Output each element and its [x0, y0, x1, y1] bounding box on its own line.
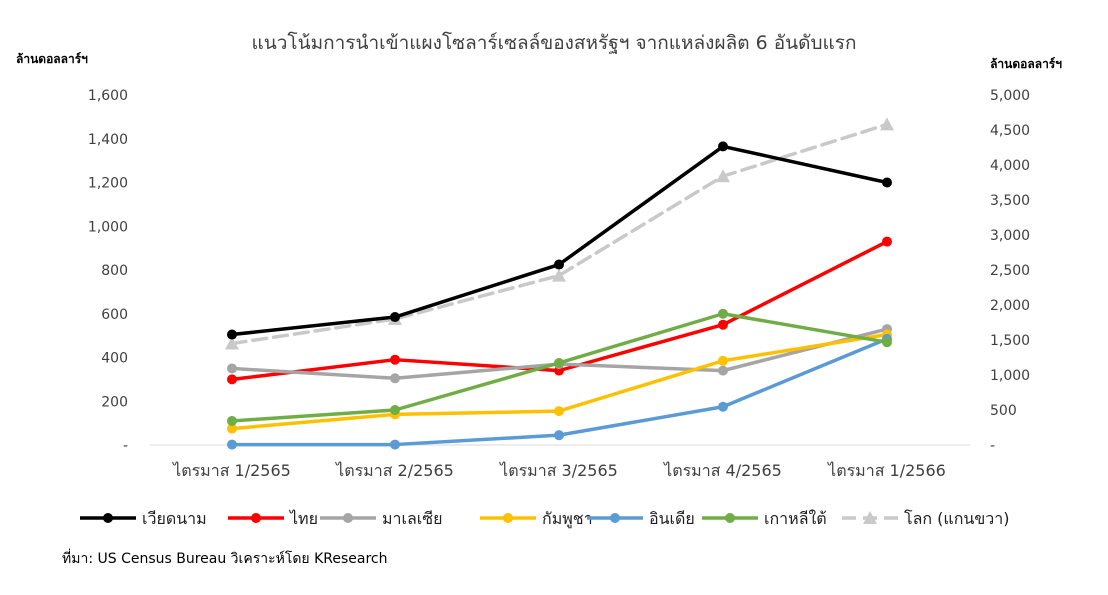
legend-marker	[725, 513, 735, 523]
data-point	[227, 329, 237, 340]
data-point	[225, 336, 239, 350]
data-point	[554, 406, 564, 417]
series-line	[230, 144, 889, 337]
legend-item: กัมพูชา	[480, 509, 593, 529]
legend-label: ไทย	[288, 509, 318, 528]
data-point	[882, 177, 892, 188]
data-point	[882, 236, 892, 247]
left-y-tick-label: 1,000	[88, 219, 128, 235]
left-y-tick-label: 800	[101, 263, 128, 279]
legend-label: มาเลเซีย	[382, 509, 443, 528]
right-y-tick-label: 4,000	[990, 158, 1030, 174]
legend-item: มาเลเซีย	[320, 509, 443, 528]
left-y-tick-label: 1,600	[88, 88, 128, 104]
x-tick-label: ไตรมาส 1/2565	[171, 461, 291, 480]
legend: เวียดนาม ไทย มาเลเซีย กัมพูชา อินเดีย เกาหลีใ…	[80, 509, 1010, 529]
x-tick-label: ไตรมาส 1/2566	[826, 461, 946, 480]
left-y-tick-label: -	[123, 438, 128, 454]
left-y-tick-label: 1,400	[88, 132, 128, 148]
right-y-tick-label: -	[990, 438, 995, 454]
right-y-tick-label: 2,500	[990, 263, 1030, 279]
series-เกาหลีใต้	[227, 308, 892, 426]
left-y-tick-label: 400	[101, 351, 128, 367]
left-y-tick-label: 600	[101, 307, 128, 323]
data-point	[718, 141, 728, 152]
data-point	[554, 259, 564, 270]
right-y-tick-label: 1,000	[990, 368, 1030, 384]
legend-item: โลก (แกนขวา)	[842, 509, 1010, 528]
legend-item: เวียดนาม	[80, 509, 207, 528]
legend-marker	[251, 513, 261, 523]
data-point	[718, 319, 728, 330]
data-point	[227, 374, 237, 385]
right-y-tick-label: 3,500	[990, 193, 1030, 209]
data-point	[554, 357, 564, 368]
legend-item: เกาหลีใต้	[702, 509, 827, 528]
series-โลก (แกนขวา)	[225, 117, 894, 350]
legend-label: เวียดนาม	[142, 509, 207, 528]
right-axis-unit: ล้านดอลลาร์ฯ	[990, 57, 1062, 71]
data-point	[880, 117, 894, 131]
legend-item: ไทย	[228, 509, 318, 528]
series-line	[230, 122, 889, 346]
right-y-tick-label: 1,500	[990, 333, 1030, 349]
data-point	[882, 337, 892, 348]
data-point	[718, 401, 728, 412]
legend-item: อินเดีย	[587, 509, 695, 528]
x-axis: ไตรมาส 1/2565 ไตรมาส 2/2565 ไตรมาส 3/2565 ไ…	[171, 461, 946, 480]
right-y-axis: - 500 1,000 1,500 2,000 2,500 3,000 3,500 4,000 4…	[990, 88, 1030, 454]
left-y-tick-label: 200	[101, 394, 128, 410]
data-point	[718, 365, 728, 376]
data-point	[552, 268, 566, 282]
left-axis-unit: ล้านดอลลาร์ฯ	[16, 52, 88, 66]
legend-label: อินเดีย	[649, 509, 695, 528]
data-point	[227, 439, 237, 450]
series-ไทย	[227, 236, 892, 385]
legend-label: โลก (แกนขวา)	[904, 509, 1010, 528]
left-y-tick-label: 1,200	[88, 176, 128, 192]
legend-marker	[610, 513, 620, 523]
source-note: ที่มา: US Census Bureau วิเคราะห์โดย KRe…	[62, 549, 388, 567]
right-y-tick-label: 4,500	[990, 123, 1030, 139]
data-point	[227, 363, 237, 374]
right-y-tick-label: 500	[990, 403, 1017, 419]
data-point	[390, 373, 400, 384]
data-point	[718, 308, 728, 319]
legend-marker	[343, 513, 353, 523]
right-y-tick-label: 5,000	[990, 88, 1030, 104]
data-point	[390, 405, 400, 415]
left-y-axis: - 200 400 600 800 1,000 1,200 1,400 1,600	[88, 88, 128, 454]
right-y-tick-label: 2,000	[990, 298, 1030, 314]
chart-title: แนวโน้มการนำเข้าแผงโซลาร์เซลล์ของสหรัฐฯ …	[252, 31, 857, 54]
right-y-tick-label: 3,000	[990, 228, 1030, 244]
data-point	[554, 430, 564, 441]
data-point	[390, 312, 400, 323]
legend-marker	[103, 513, 113, 523]
series-เวียดนาม	[227, 141, 892, 340]
data-point	[718, 355, 728, 366]
data-point	[227, 415, 237, 426]
legend-label: กัมพูชา	[542, 509, 593, 529]
legend-label: เกาหลีใต้	[764, 509, 827, 528]
x-tick-label: ไตรมาส 4/2565	[662, 461, 782, 480]
x-tick-label: ไตรมาส 3/2565	[498, 461, 618, 480]
data-point	[390, 354, 400, 365]
data-point	[390, 439, 400, 450]
x-tick-label: ไตรมาส 2/2565	[334, 461, 454, 480]
legend-marker	[503, 513, 513, 523]
data-point	[227, 423, 237, 434]
series-layer	[225, 117, 894, 450]
legend-marker	[863, 511, 877, 524]
series-กัมพูชา	[227, 329, 892, 434]
data-point	[716, 169, 730, 183]
